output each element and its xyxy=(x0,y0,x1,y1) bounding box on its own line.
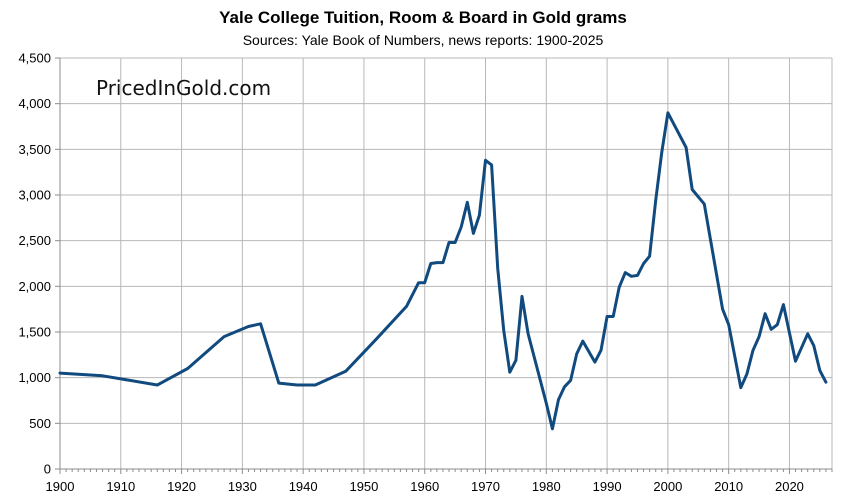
axes xyxy=(55,57,833,474)
x-tick-label: 1940 xyxy=(289,479,318,494)
y-tick-labels: 0 500 1,000 1,500 2,000 2,500 3,000 3,500 4,000 4… xyxy=(18,51,51,477)
y-tick-label: 3,500 xyxy=(18,142,51,157)
x-tick-label: 2020 xyxy=(775,479,804,494)
x-tick-label: 1980 xyxy=(532,479,561,494)
y-tick-label: 2,000 xyxy=(18,279,51,294)
x-tick-label: 2010 xyxy=(714,479,743,494)
x-tick-label: 1910 xyxy=(106,479,135,494)
chart-title: Yale College Tuition, Room & Board in Go… xyxy=(219,8,627,27)
x-tick-labels: 1900 1910 1920 1930 1940 1950 1960 1970 1980 1990… xyxy=(46,479,804,494)
y-tick-label: 0 xyxy=(44,462,51,477)
x-tick-label: 1930 xyxy=(228,479,257,494)
watermark-logo: PricedInGold.com xyxy=(96,76,271,100)
y-tick-label: 1,000 xyxy=(18,370,51,385)
gridlines xyxy=(59,57,833,470)
y-tick-label: 2,500 xyxy=(18,233,51,248)
y-tick-label: 4,500 xyxy=(18,51,51,66)
x-tick-label: 1900 xyxy=(46,479,75,494)
x-tick-label: 1920 xyxy=(167,479,196,494)
x-tick-label: 1950 xyxy=(349,479,378,494)
series-line xyxy=(58,111,828,431)
y-tick-label: 3,000 xyxy=(18,188,51,203)
x-tick-label: 1990 xyxy=(593,479,622,494)
x-tick-label: 1970 xyxy=(471,479,500,494)
y-tick-label: 500 xyxy=(29,416,51,431)
y-tick-label: 1,500 xyxy=(18,325,51,340)
chart-subtitle: Sources: Yale Book of Numbers, news repo… xyxy=(243,32,604,48)
series-lines xyxy=(58,111,828,431)
x-tick-label: 1960 xyxy=(410,479,439,494)
y-tick-label: 4,000 xyxy=(18,96,51,111)
x-tick-label: 2000 xyxy=(653,479,682,494)
